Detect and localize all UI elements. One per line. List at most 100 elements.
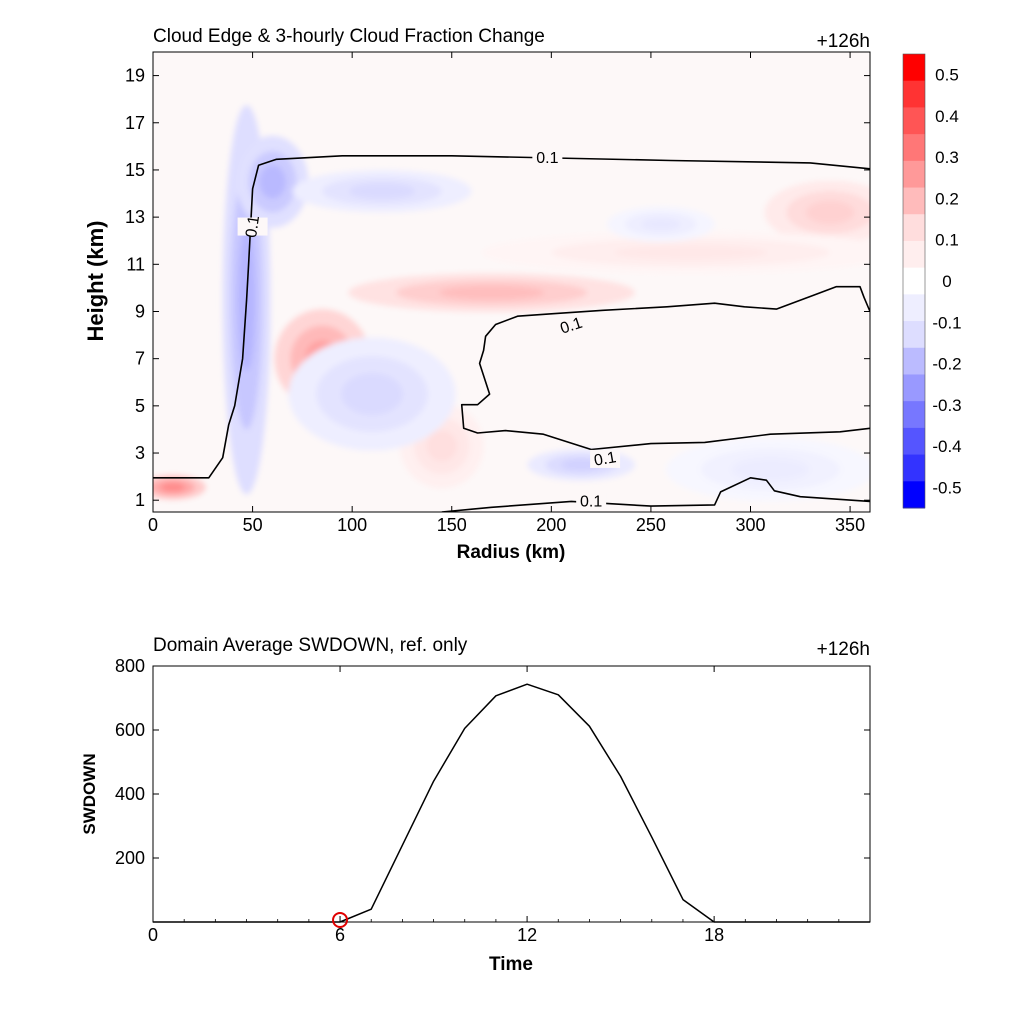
colorbar-blocks: [903, 54, 925, 509]
bottom-series: [153, 683, 870, 928]
anomaly-core: [806, 200, 855, 225]
bottom-x-axis-label: Time: [489, 954, 533, 975]
anomaly-core: [259, 164, 286, 199]
top-plot-frame: [152, 51, 871, 513]
colorbar-frame: [902, 53, 926, 509]
colorbar-block: [903, 427, 925, 456]
contour-label-bg: [590, 449, 621, 468]
x-tick-label: 50: [243, 515, 263, 535]
contour-line: [441, 477, 870, 512]
contour-label-bg: [532, 149, 563, 168]
colorbar-label: -0.3: [932, 396, 961, 415]
anomaly-core: [614, 244, 768, 261]
top-y-axis-label: Height (km): [83, 221, 108, 342]
colorbar: 0.5 0.4 0.3 0.2 0.1 0 -0.1 -0.2 -0.3 -0.4 -0.5: [902, 53, 962, 509]
colorbar-label: 0.5: [935, 66, 959, 85]
y-tick-label: 13: [125, 207, 145, 227]
y-tick-label: 15: [125, 160, 145, 180]
x-tick-label: 200: [536, 515, 566, 535]
contour-label-bg: [556, 316, 587, 335]
y-tick-label: 7: [135, 349, 145, 369]
colorbar-block: [903, 347, 925, 375]
colorbar-label: -0.1: [932, 313, 961, 332]
top-contour-labels: 0.1 0.1 0.1 0.1 0.1: [237, 149, 621, 511]
colorbar-label: 0: [942, 272, 951, 291]
x-tick-label: 100: [337, 515, 367, 535]
colorbar-label: -0.2: [932, 355, 961, 374]
y-tick-label: 600: [115, 720, 145, 740]
swdown-line: [153, 683, 870, 923]
x-tick-label: 6: [335, 925, 345, 945]
x-tick-label: 250: [636, 515, 666, 535]
colorbar-block: [903, 267, 925, 295]
colorbar-labels: 0.5 0.4 0.3 0.2 0.1 0 -0.1 -0.2 -0.3 -0.4 -0.5: [932, 66, 961, 498]
bottom-plot-frame: [152, 665, 871, 923]
colorbar-label: -0.5: [932, 478, 961, 497]
anomaly-core: [341, 373, 403, 415]
anomaly-core: [160, 482, 185, 492]
contour-label: 0.1: [536, 150, 558, 167]
y-tick-label: 17: [125, 113, 145, 133]
top-time-label: +126h: [817, 31, 870, 52]
contour-label: 0.1: [593, 449, 618, 470]
colorbar-label: 0.4: [935, 107, 959, 126]
colorbar-label: 0.2: [935, 189, 959, 208]
colorbar-block: [903, 294, 925, 322]
x-tick-label: 300: [735, 515, 765, 535]
bottom-y-axis: 200 400 600 800: [115, 656, 870, 868]
y-tick-label: 1: [135, 490, 145, 510]
top-x-axis: 0 50 100 150 200 250 300 350: [148, 52, 865, 535]
x-tick-label: 12: [517, 925, 537, 945]
colorbar-label: 0.1: [935, 231, 959, 250]
colorbar-block: [903, 160, 925, 189]
bottom-y-axis-label: SWDOWN: [80, 753, 99, 834]
contour-label-bg: [576, 492, 607, 511]
x-tick-label: 150: [437, 515, 467, 535]
colorbar-block: [903, 374, 925, 402]
bottom-panel: Domain Average SWDOWN, ref. only +126h 0…: [80, 635, 871, 975]
y-tick-label: 400: [115, 784, 145, 804]
y-tick-label: 19: [125, 66, 145, 86]
y-tick-label: 9: [135, 301, 145, 321]
colorbar-block: [903, 454, 925, 482]
colorbar-block: [903, 80, 925, 108]
y-tick-label: 800: [115, 656, 145, 676]
x-tick-label: 0: [148, 515, 158, 535]
bottom-title: Domain Average SWDOWN, ref. only: [153, 635, 468, 656]
x-tick-label: 18: [704, 925, 724, 945]
contour-line: [460, 285, 870, 451]
colorbar-block: [903, 401, 925, 429]
contour-label: 0.1: [558, 315, 585, 338]
anomaly-core: [349, 183, 415, 199]
top-title: Cloud Edge & 3-hourly Cloud Fraction Cha…: [153, 26, 545, 47]
contour-label-bg: [237, 217, 268, 236]
x-tick-label: 0: [148, 925, 158, 945]
y-tick-label: 200: [115, 848, 145, 868]
colorbar-block: [903, 54, 925, 82]
current-time-marker: [332, 912, 349, 928]
colorbar-block: [903, 321, 925, 349]
colorbar-block: [903, 107, 925, 135]
contour-label: 0.1: [243, 214, 263, 238]
anomaly-core: [426, 430, 458, 462]
colorbar-block: [903, 214, 925, 242]
colorbar-block: [903, 187, 925, 215]
x-tick-label: 350: [835, 515, 865, 535]
colorbar-label: 0.3: [935, 148, 959, 167]
contour-label: 0.1: [580, 493, 602, 510]
anomaly-core: [732, 457, 809, 482]
y-tick-label: 5: [135, 396, 145, 416]
colorbar-label: -0.4: [932, 437, 961, 456]
colorbar-block: [903, 240, 925, 269]
anomaly-core: [641, 217, 681, 231]
top-x-axis-label: Radius (km): [457, 542, 566, 563]
bottom-x-axis: 0 6 12 18: [148, 666, 871, 945]
y-tick-label: 3: [135, 443, 145, 463]
y-tick-label: 11: [126, 254, 145, 274]
colorbar-block: [903, 481, 925, 509]
top-panel: Cloud Edge & 3-hourly Cloud Fraction Cha…: [83, 26, 871, 563]
anomaly-core: [439, 285, 545, 300]
bottom-time-label: +126h: [817, 639, 870, 660]
